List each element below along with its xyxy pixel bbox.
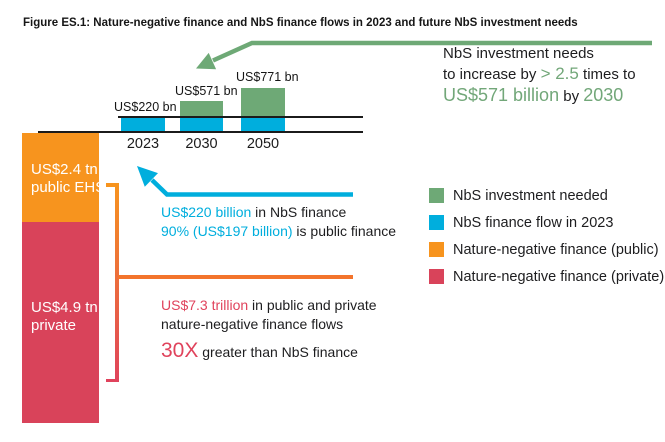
public-bar-label: US$2.4 tn public EHS xyxy=(31,161,106,196)
target-amount-highlight: US$571 billion xyxy=(443,85,560,105)
red-swatch-icon xyxy=(429,269,444,284)
bar-2030-investment-needed xyxy=(180,101,223,116)
negative-amount-highlight: US$7.3 trillion xyxy=(161,297,249,313)
year-label-2050: 2050 xyxy=(246,136,280,152)
nature-negative-annotation: US$7.3 trillion in public and private na… xyxy=(161,297,377,362)
bar-2050-investment-needed xyxy=(241,88,285,116)
nbs-public-share-highlight: 90% (US$197 billion) xyxy=(161,223,293,239)
legend-item-negative-private: Nature-negative finance (private) xyxy=(429,269,664,285)
bracket-vertical-line xyxy=(115,183,119,382)
cyan-swatch-icon xyxy=(429,215,444,230)
investment-needs-annotation: NbS investment needs to increase by > 2.… xyxy=(443,45,636,105)
bar-value-label-2030: US$571 bn xyxy=(175,84,238,98)
legend-item-nbs-investment: NbS investment needed xyxy=(429,188,664,204)
green-swatch-icon xyxy=(429,188,444,203)
nbs-2023-level-line xyxy=(118,116,363,118)
bar-2050-finance-flow xyxy=(241,118,285,131)
orange-swatch-icon xyxy=(429,242,444,257)
bracket-bottom-tick xyxy=(106,378,119,382)
private-bar-label: US$4.9 tn private xyxy=(31,299,98,334)
legend-item-nbs-flow: NbS finance flow in 2023 xyxy=(429,215,664,231)
cyan-arrow xyxy=(137,166,353,197)
legend: NbS investment needed NbS finance flow i… xyxy=(429,188,664,296)
legend-item-negative-public: Nature-negative finance (public) xyxy=(429,242,664,258)
bracket-top-tick xyxy=(106,183,119,187)
bar-2030-finance-flow xyxy=(180,118,223,131)
chart-baseline xyxy=(38,131,363,133)
figure-title: Figure ES.1: Nature-negative finance and… xyxy=(23,17,578,29)
bracket-branch-line xyxy=(118,275,353,279)
bar-2023-finance-flow xyxy=(121,118,165,131)
nbs-amount-highlight: US$220 billion xyxy=(161,204,252,220)
bar-nature-negative-private xyxy=(22,222,99,423)
bar-value-label-2050: US$771 bn xyxy=(236,70,299,84)
nbs-finance-annotation: US$220 billion in NbS finance 90% (US$19… xyxy=(161,204,397,239)
multiplier-highlight: > 2.5 xyxy=(540,64,579,83)
bar-value-label-2023: US$220 bn xyxy=(114,100,177,114)
bar-nature-negative-public xyxy=(22,133,99,222)
target-year-highlight: 2030 xyxy=(583,85,624,105)
year-label-2030: 2030 xyxy=(185,136,218,152)
30x-highlight: 30X xyxy=(161,339,199,362)
year-label-2023: 2023 xyxy=(126,136,160,152)
